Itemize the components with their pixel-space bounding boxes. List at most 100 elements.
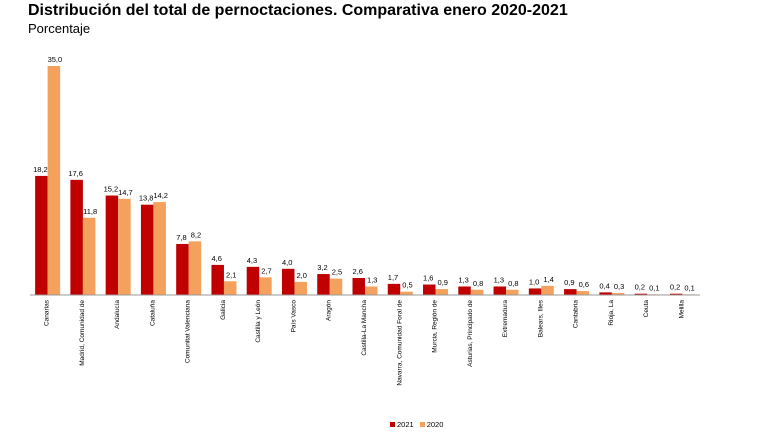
data-label-2020-10: 0,5 — [402, 281, 412, 290]
bar-2020-10 — [400, 291, 413, 295]
category-label-3: Cataluña — [149, 300, 156, 326]
data-label-2020-3: 14,2 — [153, 191, 168, 200]
data-label-2020-11: 0,9 — [438, 278, 448, 287]
data-label-2021-1: 17,6 — [68, 169, 83, 178]
category-label-13: Extremadura — [502, 300, 509, 338]
bar-2021-15 — [564, 289, 577, 295]
data-label-2020-16: 0,3 — [614, 282, 624, 291]
category-label-1: Madrid, Comunidad de — [79, 300, 86, 366]
bar-2021-13 — [493, 286, 507, 295]
bar-2020-4 — [188, 241, 202, 295]
category-label-6: Castilla y León — [255, 300, 262, 343]
category-label-15: Cantabria — [573, 300, 580, 329]
data-label-2020-17: 0,1 — [649, 283, 659, 292]
legend-swatch-2020 — [419, 422, 425, 427]
data-label-2020-0: 35,0 — [48, 55, 63, 64]
bar-2021-10 — [387, 283, 401, 295]
data-label-2020-5: 2,1 — [226, 270, 236, 279]
bar-2020-11 — [435, 289, 449, 295]
category-label-9: Castilla-La Mancha — [361, 300, 368, 356]
data-label-2021-6: 4,3 — [247, 256, 257, 265]
category-label-10: Navarra, Comunidad Foral de — [396, 300, 403, 386]
bar-2020-16 — [611, 293, 625, 295]
data-label-2020-6: 2,7 — [261, 266, 271, 275]
category-label-2: Andalucía — [114, 300, 121, 329]
category-label-5: Galicia — [220, 300, 227, 320]
category-label-7: País Vasco — [290, 300, 297, 333]
category-label-11: Murcia, Región de — [432, 300, 439, 353]
data-label-2021-18: 0,2 — [670, 283, 680, 292]
bar-2021-7 — [281, 268, 295, 295]
bar-2020-2 — [118, 198, 131, 295]
category-label-8: Aragón — [326, 300, 333, 321]
chart-subtitle: Porcentaje — [28, 21, 91, 36]
legend-item-2021: 2021 — [390, 420, 414, 429]
data-label-2021-5: 4,6 — [211, 254, 221, 263]
data-label-2021-13: 1,3 — [494, 275, 504, 284]
data-label-2021-8: 3,2 — [317, 263, 327, 272]
data-label-2020-7: 2,0 — [297, 271, 307, 280]
data-label-2020-12: 0,8 — [473, 279, 483, 288]
data-label-2021-4: 7,8 — [176, 233, 186, 242]
bar-2021-6 — [246, 266, 260, 295]
bar-2020-9 — [365, 286, 378, 295]
data-label-2020-4: 8,2 — [191, 230, 201, 239]
bar-2021-8 — [317, 274, 330, 295]
bar-2021-4 — [176, 243, 189, 295]
legend-label-2021: 2021 — [397, 420, 414, 429]
data-label-2021-12: 1,3 — [458, 275, 468, 284]
data-label-2021-16: 0,4 — [599, 281, 609, 290]
bar-2020-6 — [259, 277, 272, 295]
legend-item-2020: 2020 — [419, 420, 443, 429]
bar-2021-18 — [669, 293, 683, 295]
category-label-18: Melilla — [678, 300, 685, 319]
category-label-0: Canarias — [44, 299, 51, 326]
bar-2021-1 — [70, 179, 83, 295]
data-label-2020-8: 2,5 — [332, 268, 342, 277]
data-label-2020-14: 1,4 — [543, 275, 553, 284]
category-label-4: Comunitat Valenciana — [185, 300, 192, 363]
legend: 2021 2020 — [390, 420, 443, 429]
bar-2021-3 — [140, 204, 154, 295]
category-label-14: Balears, Illes — [537, 299, 544, 337]
data-label-2021-7: 4,0 — [282, 258, 292, 267]
bar-2021-14 — [528, 288, 542, 295]
legend-swatch-2021 — [390, 422, 395, 427]
bar-2021-11 — [423, 284, 436, 295]
bar-2020-13 — [506, 289, 519, 295]
data-label-2020-1: 11,8 — [83, 207, 97, 216]
data-label-2021-15: 0,9 — [564, 278, 574, 287]
data-label-2021-0: 18,2 — [33, 165, 48, 174]
bar-2020-8 — [329, 278, 343, 295]
data-label-2021-14: 1,0 — [529, 277, 539, 286]
category-label-17: Ceuta — [643, 300, 650, 318]
data-label-2021-9: 2,6 — [353, 267, 363, 276]
bar-2021-2 — [105, 195, 119, 295]
bar-2021-12 — [458, 286, 471, 295]
bar-2020-12 — [470, 289, 484, 295]
category-label-16: Rioja, La — [608, 300, 615, 326]
bar-2021-9 — [352, 277, 365, 295]
bar-2021-5 — [211, 264, 224, 295]
bar-2020-5 — [223, 281, 237, 295]
data-label-2020-2: 14,7 — [118, 188, 133, 197]
data-label-2021-10: 1,7 — [388, 273, 398, 282]
data-label-2021-2: 15,2 — [104, 185, 119, 194]
data-label-2020-9: 1,3 — [367, 275, 377, 284]
data-label-2020-15: 0,6 — [579, 280, 589, 289]
bar-2020-0 — [47, 66, 61, 295]
data-label-2020-18: 0,1 — [684, 283, 694, 292]
bar-2020-14 — [541, 285, 554, 295]
bar-2021-0 — [35, 175, 48, 295]
data-label-2021-11: 1,6 — [423, 274, 433, 283]
bar-2020-7 — [294, 281, 307, 295]
chart-title: Distribución del total de pernoctaciones… — [28, 2, 568, 19]
bar-2021-16 — [599, 292, 612, 295]
bar-2020-15 — [576, 291, 590, 295]
bar-2020-3 — [153, 202, 166, 295]
data-label-2020-13: 0,8 — [508, 279, 518, 288]
bar-2021-17 — [634, 293, 648, 295]
data-label-2021-3: 13,8 — [139, 194, 154, 203]
data-label-2021-17: 0,2 — [635, 283, 645, 292]
